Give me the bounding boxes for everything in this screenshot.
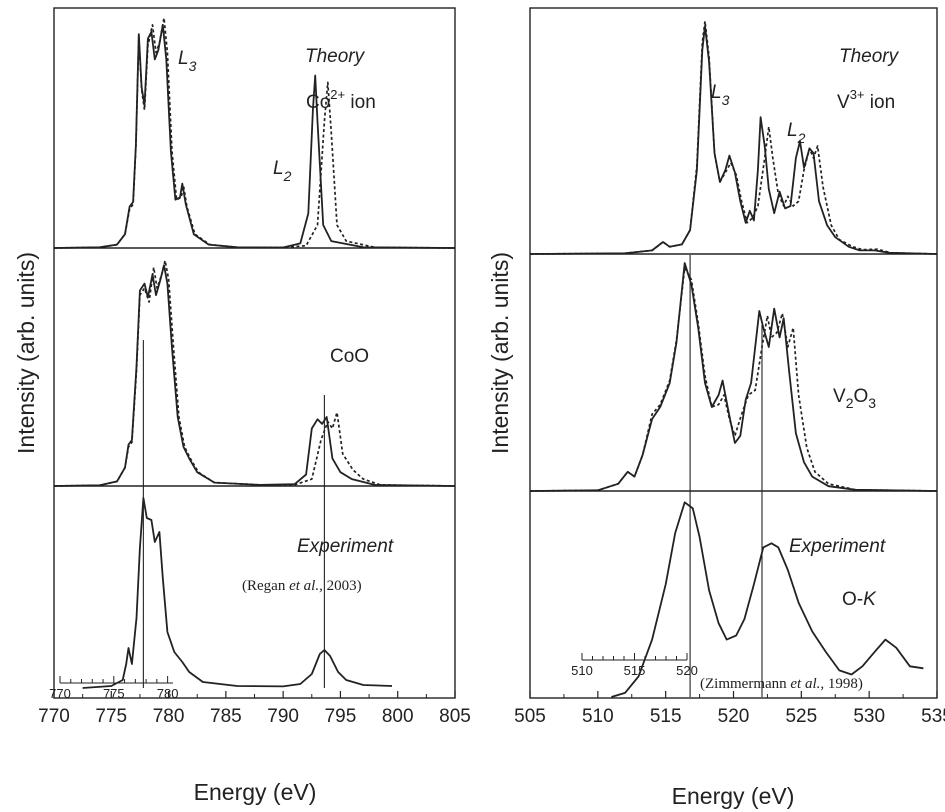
co-x-tick-label: 790 xyxy=(267,706,299,727)
v-l3-sub: 3 xyxy=(722,92,730,108)
v-l2-label: L2 xyxy=(787,120,806,146)
v-compound-label: V2O3 xyxy=(833,386,876,411)
v-experiment-solid-curve xyxy=(611,501,924,698)
co-x-ticks: 770 775 780 785 790 795 800 805 xyxy=(38,691,471,727)
v-l3-label: L3 xyxy=(711,82,730,108)
co-x-tick-label: 780 xyxy=(153,706,185,727)
v-inset-tick-label: 515 xyxy=(624,663,646,678)
v-x-tick-label: 520 xyxy=(718,706,750,727)
co-compound-dotted-curve xyxy=(53,259,456,487)
v-reference-lines xyxy=(689,255,763,697)
v-l2-main: L xyxy=(787,120,798,141)
co-reference-lines xyxy=(142,340,325,688)
co-l3-label: L3 xyxy=(178,48,197,74)
v-ref-suffix: 1998) xyxy=(824,676,863,692)
co-x-tick-label: 800 xyxy=(382,706,414,727)
v-compound-sub1: 2 xyxy=(846,395,854,411)
v-theory-label: Theory xyxy=(839,46,900,67)
co-series xyxy=(53,17,456,689)
co-theory-label: Theory xyxy=(305,46,366,67)
v-ion-suffix: ion xyxy=(865,92,896,113)
co-l3-main: L xyxy=(178,48,189,69)
co-compound-label: CoO xyxy=(330,346,369,367)
v-ion-base: V xyxy=(837,92,850,113)
co-l2-sub: 2 xyxy=(283,168,292,184)
v-theory-dotted-curve xyxy=(529,20,938,255)
co-compound-solid-curve xyxy=(53,264,456,487)
v-x-tick-label: 505 xyxy=(514,706,546,727)
v-ok-italic: K xyxy=(863,589,877,610)
co-inset-tick-label: 780 xyxy=(157,686,179,701)
co-ion-suffix: ion xyxy=(345,92,376,113)
v-x-tick-label: 515 xyxy=(650,706,682,727)
v-series xyxy=(529,20,938,698)
co-inset-tick-label: 775 xyxy=(103,686,125,701)
co-ion-charge: 2+ xyxy=(330,87,345,102)
v-compound-mid: O xyxy=(853,386,868,407)
v-l3-main: L xyxy=(711,82,722,103)
co-x-tick-label: 795 xyxy=(325,706,357,727)
v-ok-edge-label: O-K xyxy=(842,589,877,610)
v-x-axis-title: Energy (eV) xyxy=(672,783,795,809)
v-theory-solid-curve xyxy=(529,25,938,255)
v-x-ticks: 505 510 515 520 525 530 535 xyxy=(514,691,945,727)
co-experiment-label: Experiment xyxy=(297,536,394,557)
co-inset-tick-label: 770 xyxy=(49,686,71,701)
co-l2-main: L xyxy=(273,158,284,179)
co-ion-label: Co2+ ion xyxy=(306,87,376,113)
co-x-axis-title: Energy (eV) xyxy=(194,779,317,805)
v-ion-label: V3+ ion xyxy=(837,87,895,113)
v-x-tick-label: 510 xyxy=(582,706,614,727)
co-x-tick-label: 770 xyxy=(38,706,70,727)
co-x-tick-label: 775 xyxy=(95,706,127,727)
co-experiment-solid-curve xyxy=(82,497,393,689)
v-x-tick-label: 525 xyxy=(785,706,817,727)
co-panel: 770 775 780 785 790 795 800 805 770 775 780 Energ… xyxy=(13,7,471,805)
v-inset-tick-label: 520 xyxy=(676,663,698,678)
co-theory-solid-curve xyxy=(53,24,456,249)
v-y-axis-title: Intensity (arb. units) xyxy=(487,252,513,454)
v-reference-citation: (Zimmermann et al., 1998) xyxy=(700,676,863,692)
v-panel: 505 510 515 520 525 530 535 510 515 520 Energy (… xyxy=(487,7,945,809)
co-l2-label: L2 xyxy=(273,158,292,184)
co-x-tick-label: 785 xyxy=(210,706,242,727)
co-ref-prefix: (Regan xyxy=(242,578,289,594)
v-ref-italic: et al., xyxy=(790,676,824,692)
co-reference-citation: (Regan et al., 2003) xyxy=(242,578,362,594)
co-l3-sub: 3 xyxy=(189,58,197,74)
v-l2-sub: 2 xyxy=(797,130,806,146)
v-x-tick-label: 530 xyxy=(853,706,885,727)
v-inset-tick-label: 510 xyxy=(571,663,593,678)
v-ok-prefix: O- xyxy=(842,589,863,610)
v-compound-base: V xyxy=(833,386,846,407)
co-x-tick-label: 805 xyxy=(439,706,471,727)
v-x-tick-label: 535 xyxy=(921,706,945,727)
v-compound-sub2: 3 xyxy=(868,395,876,411)
v-inset-axis: 510 515 520 xyxy=(571,653,698,678)
v-ref-prefix: (Zimmermann xyxy=(700,676,790,692)
co-plot-frame xyxy=(53,7,456,699)
v-ion-charge: 3+ xyxy=(850,87,865,102)
co-ion-base: Co xyxy=(306,92,330,113)
co-theory-dotted-curve xyxy=(53,17,456,249)
co-y-axis-title: Intensity (arb. units) xyxy=(13,252,39,454)
co-ref-italic: et al., xyxy=(289,578,323,594)
v-experiment-label: Experiment xyxy=(789,536,886,557)
co-inset-axis: 770 775 780 xyxy=(49,676,178,701)
v-compound-dotted-curve xyxy=(529,266,938,492)
v-compound-solid-curve xyxy=(529,262,938,492)
co-ref-suffix: 2003) xyxy=(323,578,362,594)
